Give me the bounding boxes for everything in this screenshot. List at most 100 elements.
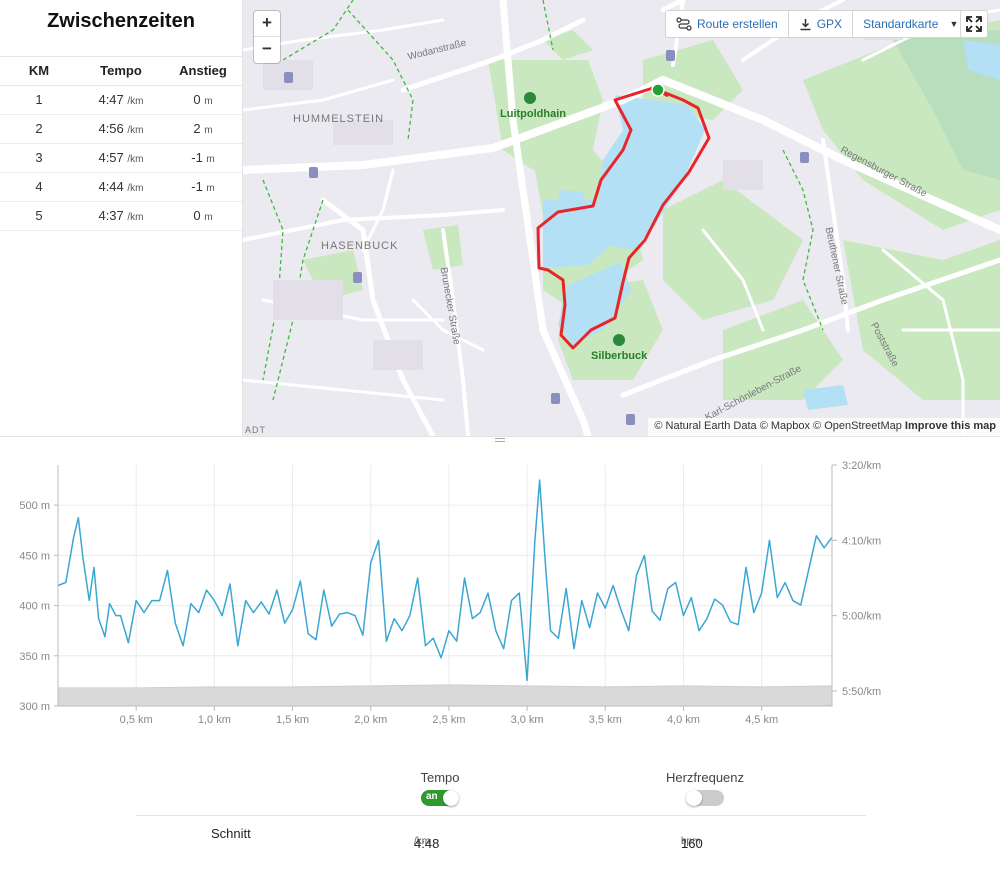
gpx-label: GPX	[816, 17, 843, 31]
map-label-luitpoldhain: Luitpoldhain	[500, 108, 566, 120]
avg-pace-unit: /km	[414, 836, 431, 847]
split-pace: 4:56 /km	[78, 114, 164, 144]
split-pace: 4:47 /km	[78, 85, 164, 115]
split-km: 1	[0, 85, 78, 115]
splits-panel: Zwischenzeiten KM Tempo Anstieg 1 4:47 /k…	[0, 0, 243, 436]
water-areas	[543, 40, 1000, 410]
elevation-series-area	[57, 684, 833, 707]
improve-map-link[interactable]: Improve this map	[904, 420, 996, 432]
split-pace: 4:37 /km	[78, 201, 164, 231]
split-climb: 0 m	[164, 201, 242, 231]
map-label-edge: ADT	[245, 425, 266, 435]
split-climb-unit: m	[206, 183, 215, 194]
x-tick-label: 1,0 km	[198, 714, 231, 726]
split-climb: -1 m	[164, 143, 242, 173]
fullscreen-button[interactable]	[960, 10, 988, 38]
x-tick-label: 3,5 km	[589, 714, 622, 726]
zoom-out-button[interactable]: −	[262, 39, 272, 58]
splits-title: Zwischenzeiten	[0, 0, 242, 57]
map-style-label: Standardkarte	[863, 17, 939, 31]
elevation-pace-chart[interactable]: 0,5 km 1,0 km 1,5 km 2,0 km 2,5 km 3,0 km 3,5 …	[0, 450, 1000, 740]
map-label-silberbuck: Silberbuck	[591, 350, 648, 362]
split-pace-unit: /km	[127, 96, 144, 107]
x-tick-label: 3,0 km	[511, 714, 544, 726]
legend-hr: Herzfrequenz	[650, 770, 760, 809]
hr-toggle[interactable]	[686, 790, 724, 806]
split-climb-unit: m	[204, 212, 213, 223]
split-pace-unit: /km	[127, 154, 144, 165]
map-toolbar: Route erstellen GPX Standardkarte ▼	[665, 10, 970, 38]
split-pace-value: 4:57	[98, 150, 124, 165]
gpx-button[interactable]: GPX	[787, 10, 854, 38]
split-pace: 4:57 /km	[78, 143, 164, 173]
split-climb-value: 0	[193, 208, 201, 223]
split-km: 2	[0, 114, 78, 144]
legend-tempo-label: Tempo	[420, 770, 460, 785]
split-km: 3	[0, 143, 78, 173]
x-tick-label: 2,0 km	[354, 714, 387, 726]
split-climb-value: -1	[191, 179, 203, 194]
caret-down-icon: ▼	[949, 19, 959, 29]
route-map[interactable]: HUMMELSTEIN HASENBUCK Luitpoldhain Silbe…	[243, 0, 1000, 436]
transit-stop-icons	[284, 50, 809, 425]
create-route-button[interactable]: Route erstellen	[665, 10, 789, 38]
download-icon	[800, 18, 811, 30]
split-row: 2 4:56 /km 2 m	[0, 114, 242, 144]
map-canvas[interactable]	[243, 0, 1000, 436]
split-row: 3 4:57 /km -1 m	[0, 143, 242, 173]
create-route-label: Route erstellen	[697, 17, 778, 31]
split-km: 5	[0, 201, 78, 231]
toggle-knob	[443, 790, 459, 806]
y-right-tick-label: 4:10/km	[842, 535, 881, 547]
map-label-hummelstein: HUMMELSTEIN	[293, 113, 385, 125]
split-climb: 0 m	[164, 85, 242, 115]
zoom-control: + −	[254, 11, 280, 63]
split-pace-value: 4:47	[98, 92, 124, 107]
avg-hr-unit: bpm	[681, 836, 701, 847]
map-attribution: © Natural Earth Data © Mapbox © OpenStre…	[648, 418, 1000, 436]
split-climb-unit: m	[204, 125, 213, 136]
pace-series-line	[57, 479, 833, 682]
x-tick-label: 0,5 km	[120, 714, 153, 726]
splits-table: KM Tempo Anstieg 1 4:47 /km 0 m 2 4:56 /km 2 …	[0, 57, 242, 231]
fullscreen-icon	[966, 16, 982, 32]
split-row: 5 4:37 /km 0 m	[0, 201, 242, 231]
split-pace-unit: /km	[127, 212, 144, 223]
y-right-tick-label: 5:00/km	[842, 611, 881, 623]
legend-hr-label: Herzfrequenz	[665, 770, 745, 785]
tempo-toggle[interactable]: an	[421, 790, 459, 806]
y-left-tick-label: 450 m	[19, 550, 50, 562]
route-icon	[676, 17, 692, 31]
resize-divider[interactable]	[0, 436, 1000, 444]
toggle-knob	[686, 790, 702, 806]
col-anstieg: Anstieg	[164, 57, 242, 86]
park-tree-icons	[524, 92, 625, 346]
split-pace-unit: /km	[127, 183, 144, 194]
attribution-text[interactable]: © Natural Earth Data © Mapbox © OpenStre…	[654, 420, 902, 432]
split-pace: 4:44 /km	[78, 172, 164, 202]
chart-grid	[58, 465, 832, 707]
y-right-tick-label: 5:50/km	[842, 686, 881, 698]
split-pace-unit: /km	[127, 125, 144, 136]
x-tick-label: 4,0 km	[667, 714, 700, 726]
y-left-tick-label: 400 m	[19, 601, 50, 613]
avg-hr-value: 160	[681, 836, 703, 851]
zoom-in-button[interactable]: +	[254, 11, 280, 37]
col-tempo: Tempo	[78, 57, 164, 86]
split-climb-value: -1	[191, 150, 203, 165]
map-label-hasenbuck: HASENBUCK	[321, 240, 399, 252]
drag-handle-icon[interactable]	[495, 438, 505, 442]
split-row: 4 4:44 /km -1 m	[0, 172, 242, 202]
split-climb: 2 m	[164, 114, 242, 144]
split-row: 1 4:47 /km 0 m	[0, 85, 242, 115]
y-left-tick-label: 350 m	[19, 651, 50, 663]
chart-axes: 0,5 km 1,0 km 1,5 km 2,0 km 2,5 km 3,0 km 3,5 …	[19, 460, 881, 726]
tempo-toggle-state: an	[426, 791, 438, 802]
start-marker	[651, 83, 665, 97]
map-style-select[interactable]: Standardkarte ▼	[852, 10, 970, 38]
avg-pace-value: 4:48	[414, 836, 440, 851]
legend-tempo: Tempo an	[400, 770, 480, 809]
split-pace-value: 4:44	[98, 179, 124, 194]
summary-row: Schnitt 4:48 /km 160 bpm	[136, 815, 866, 851]
splits-header-row: KM Tempo Anstieg	[0, 57, 242, 86]
